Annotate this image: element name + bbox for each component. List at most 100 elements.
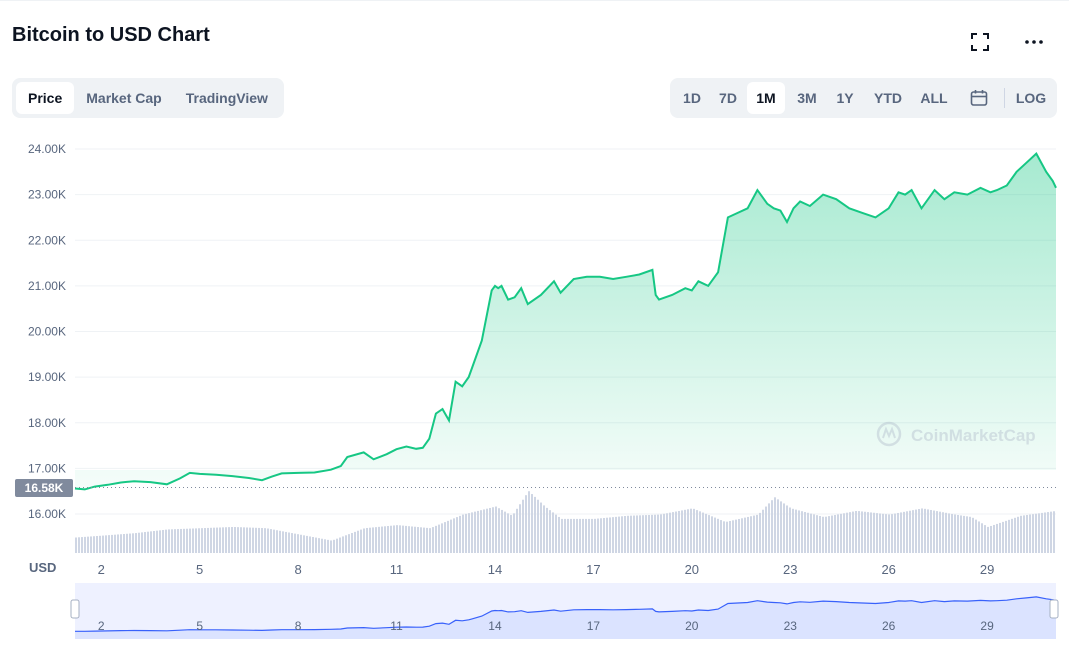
volume-bar	[474, 511, 476, 553]
volume-bar	[1026, 514, 1028, 553]
volume-bar	[360, 529, 362, 553]
volume-bar	[945, 512, 947, 553]
tab-price[interactable]: Price	[16, 82, 75, 114]
volume-bar	[693, 508, 695, 553]
volume-bar	[210, 527, 212, 553]
volume-bar	[198, 528, 200, 553]
volume-bar	[234, 527, 236, 553]
volume-bar	[1014, 517, 1016, 553]
volume-bar	[435, 525, 437, 553]
volume-bar	[780, 501, 782, 553]
range-ytd[interactable]: YTD	[874, 90, 902, 106]
volume-bar	[1041, 512, 1043, 553]
volume-bar	[126, 533, 128, 553]
volume-bar	[834, 514, 836, 553]
volume-bar	[579, 518, 581, 553]
volume-bar	[165, 529, 167, 553]
volume-bar	[957, 514, 959, 553]
volume-bar	[330, 540, 332, 553]
volume-bar	[267, 528, 269, 553]
volume-bar	[1038, 513, 1040, 553]
range-3m[interactable]: 3M	[797, 90, 817, 106]
volume-bar	[981, 523, 983, 553]
y-axis-labels: 24.00K 23.00K 22.00K 21.00K 20.00K 19.00K 18.0…	[28, 142, 66, 521]
y-tick-label: 21.00K	[28, 279, 66, 293]
volume-bar	[90, 536, 92, 553]
volume-bar	[777, 499, 779, 553]
volume-bar	[444, 522, 446, 553]
volume-bar	[138, 532, 140, 553]
volume-bar	[345, 535, 347, 553]
volume-bar	[948, 513, 950, 553]
volume-bar	[966, 516, 968, 553]
volume-bar	[666, 513, 668, 553]
volume-bar	[315, 537, 317, 553]
volume-bar	[303, 535, 305, 553]
volume-bar	[654, 514, 656, 553]
volume-bar	[384, 526, 386, 553]
volume-bar	[633, 515, 635, 553]
volume-bar	[759, 512, 761, 553]
range-7d[interactable]: 7D	[719, 90, 737, 106]
volume-bar	[357, 530, 359, 553]
volume-bar	[585, 518, 587, 553]
volume-bar	[813, 514, 815, 553]
volume-bar	[1020, 515, 1022, 553]
volume-bar	[924, 508, 926, 553]
y-tick-label: 23.00K	[28, 188, 66, 202]
volume-bar	[618, 516, 620, 553]
fullscreen-icon[interactable]	[968, 30, 992, 54]
volume-bar	[426, 527, 428, 553]
volume-bar	[1005, 520, 1007, 553]
volume-bar	[735, 519, 737, 553]
volume-bar	[846, 512, 848, 553]
volume-bar	[300, 534, 302, 553]
tab-tradingview[interactable]: TradingView	[185, 90, 268, 106]
volume-bar	[327, 539, 329, 553]
volume-bar	[183, 528, 185, 553]
volume-bar	[513, 513, 515, 553]
volume-bar	[459, 515, 461, 553]
navigator-tick-label: 17	[587, 619, 601, 633]
volume-bar	[765, 506, 767, 553]
volume-bar	[180, 528, 182, 553]
volume-bar	[516, 508, 518, 553]
volume-bar	[276, 530, 278, 553]
volume-bar	[651, 514, 653, 553]
volume-bar	[192, 528, 194, 553]
volume-bar	[849, 512, 851, 553]
volume-bar	[615, 516, 617, 553]
range-1d[interactable]: 1D	[683, 90, 701, 106]
volume-bar	[645, 515, 647, 553]
volume-bar	[837, 514, 839, 553]
volume-bar	[354, 531, 356, 553]
volume-bar	[798, 510, 800, 553]
volume-bar	[99, 535, 101, 553]
volume-bar	[399, 525, 401, 553]
volume-bar	[477, 510, 479, 553]
log-scale-toggle[interactable]: LOG	[1015, 90, 1047, 106]
tab-market-cap[interactable]: Market Cap	[86, 90, 162, 106]
range-1y[interactable]: 1Y	[836, 90, 854, 106]
x-tick-label: 20	[685, 562, 699, 577]
volume-bar	[747, 516, 749, 553]
volume-bar	[891, 514, 893, 553]
range-1m[interactable]: 1M	[747, 82, 785, 114]
volume-bar	[525, 495, 527, 553]
range-all[interactable]: ALL	[920, 90, 948, 106]
volume-bar	[1002, 521, 1004, 553]
volume-bar	[942, 512, 944, 553]
volume-bar	[390, 525, 392, 553]
volume-bar	[609, 517, 611, 553]
more-icon[interactable]	[1022, 30, 1046, 54]
volume-bar	[450, 519, 452, 553]
calendar-icon[interactable]	[966, 82, 992, 114]
volume-bar	[96, 536, 98, 553]
x-tick-label: 29	[980, 562, 994, 577]
volume-bar	[1035, 513, 1037, 553]
y-tick-label: 22.00K	[28, 233, 66, 247]
volume-bar	[222, 527, 224, 553]
volume-bar	[318, 538, 320, 553]
volume-bar	[762, 509, 764, 553]
volume-bar	[627, 515, 629, 553]
